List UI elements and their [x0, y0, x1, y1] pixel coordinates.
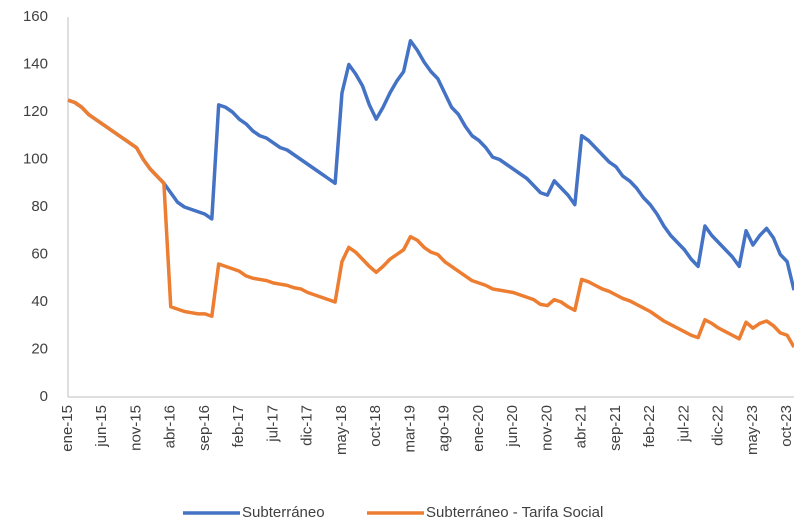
x-tick-label: dic-22 [710, 405, 727, 446]
y-tick-label: 160 [23, 8, 48, 25]
y-tick-label: 80 [31, 198, 48, 215]
x-tick-label: dic-17 [299, 405, 316, 446]
x-tick-label: ene-15 [59, 405, 76, 452]
x-tick-label: oct-18 [367, 405, 384, 447]
series-line [67, 39, 794, 291]
x-tick-label: jun-20 [504, 405, 521, 448]
x-tick-label: jul-17 [264, 405, 281, 443]
y-tick-label: 100 [23, 150, 48, 167]
series-line [67, 98, 794, 349]
x-tick-label: ago-19 [436, 405, 453, 452]
x-tick-label: feb-17 [230, 405, 247, 448]
y-tick-label: 20 [31, 340, 48, 357]
x-tick-label: may-18 [333, 405, 350, 455]
x-tick-label: sep-16 [196, 405, 213, 451]
x-tick-label: abr-21 [573, 405, 590, 448]
x-tick-label: nov-15 [127, 405, 144, 451]
legend-label: Subterráneo - Tarifa Social [426, 504, 603, 521]
y-tick-label: 0 [40, 388, 48, 405]
x-tick-label: oct-23 [778, 405, 794, 447]
x-tick-label: jun-15 [93, 405, 110, 448]
x-tick-label: jul-22 [675, 405, 692, 443]
x-tick-label: mar-19 [401, 405, 418, 453]
x-tick-label: nov-20 [538, 405, 555, 451]
x-tick-label: feb-22 [641, 405, 658, 448]
x-tick-label: abr-16 [162, 405, 179, 448]
legend-label: Subterráneo [242, 504, 325, 521]
x-tick-label: may-23 [744, 405, 761, 455]
y-tick-label: 140 [23, 55, 48, 72]
x-tick-label: sep-21 [607, 405, 624, 451]
y-tick-label: 120 [23, 103, 48, 120]
y-tick-label: 40 [31, 293, 48, 310]
y-tick-label: 60 [31, 245, 48, 262]
x-tick-label: ene-20 [470, 405, 487, 452]
